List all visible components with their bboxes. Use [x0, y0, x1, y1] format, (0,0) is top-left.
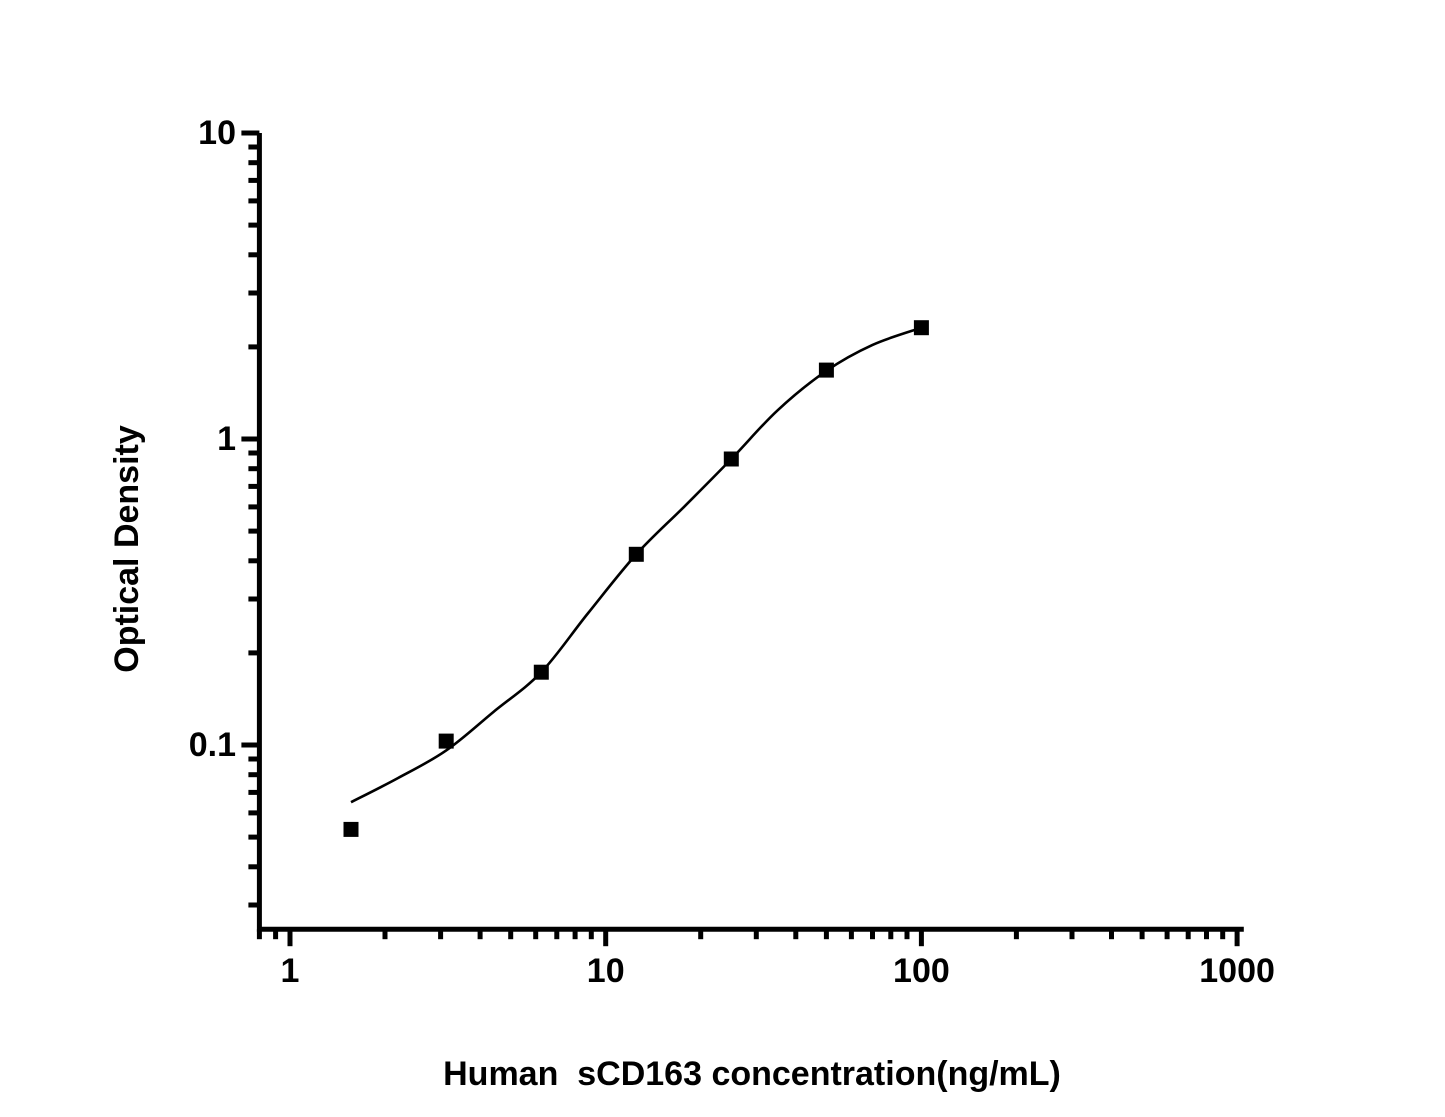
x-axis-tick-label: 10	[587, 952, 625, 990]
x-axis-title: Human sCD163 concentration(ng/mL)	[443, 1055, 1061, 1093]
axis-frame	[256, 133, 1244, 932]
y-axis-tick-label: 0.1	[189, 726, 236, 764]
axes: 1 10 100 1000 10 1 0.1	[189, 114, 1275, 990]
y-axis-tick-label: 10	[198, 114, 236, 152]
fit-curve-line	[350, 326, 922, 804]
y-axis-tick-label: 1	[217, 420, 236, 458]
x-axis-tick-label: 100	[893, 952, 950, 990]
data-point-marker	[818, 362, 834, 378]
plot-series	[343, 320, 929, 837]
data-point-marker	[723, 451, 739, 467]
x-axis-tick-label: 1000	[1199, 952, 1275, 990]
data-point-marker	[628, 546, 644, 562]
data-point-marker	[533, 664, 549, 680]
data-point-marker	[343, 821, 359, 837]
data-point-marker	[913, 320, 929, 336]
x-axis-tick-label: 1	[281, 952, 300, 990]
data-point-marker	[438, 733, 454, 749]
y-axis-title: Optical Density	[108, 425, 146, 673]
